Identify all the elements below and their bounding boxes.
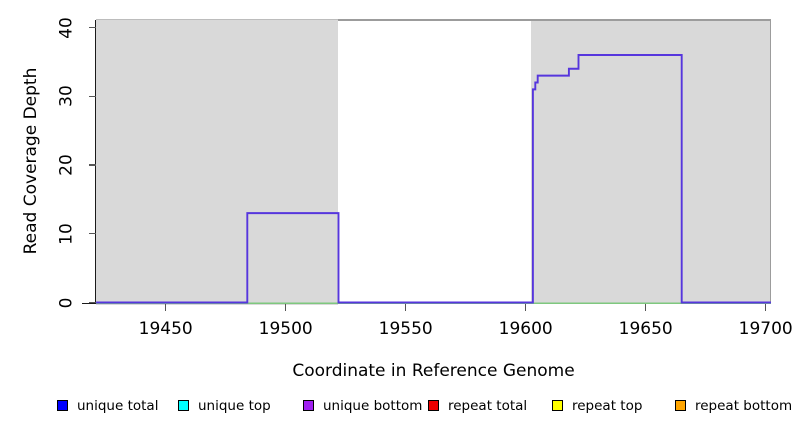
y-tick (88, 301, 96, 304)
legend-item-unique-total: unique total (57, 398, 158, 413)
y-axis-title: Read Coverage Depth (21, 67, 41, 255)
shaded-region (96, 19, 339, 305)
legend-item-unique-bottom: unique bottom (303, 398, 422, 413)
legend-swatch-unique-total (57, 400, 68, 411)
x-tick-label: 19650 (618, 319, 673, 339)
x-axis-title: Coordinate in Reference Genome (292, 361, 575, 381)
x-tick (165, 304, 167, 312)
legend-swatch-repeat-bottom (675, 400, 686, 411)
shaded-region (530, 19, 771, 304)
legend-label: repeat total (448, 397, 528, 414)
x-tick-label: 19450 (138, 319, 193, 339)
y-tick (88, 164, 96, 166)
x-axis-line (82, 303, 771, 305)
x-tick-label: 19600 (498, 319, 553, 339)
x-tick-label: 19550 (378, 319, 433, 339)
legend-label: repeat top (572, 397, 643, 414)
x-tick (645, 304, 647, 312)
panel-right-border (769, 19, 771, 304)
legend-label: unique bottom (323, 397, 423, 414)
legend-swatch-unique-bottom (303, 400, 314, 411)
y-tick-label: 0 (56, 297, 77, 308)
y-tick-label: 40 (56, 16, 77, 39)
x-tick (525, 304, 527, 312)
x-tick (765, 304, 767, 312)
y-tick (88, 233, 96, 235)
y-tick (88, 26, 96, 29)
legend-item-repeat-total: repeat total (428, 398, 527, 413)
legend-item-repeat-top: repeat top (552, 398, 642, 413)
y-tick-label: 10 (56, 222, 77, 245)
legend-swatch-repeat-top (552, 400, 563, 411)
legend-label: unique total (77, 397, 159, 414)
y-tick (88, 95, 96, 97)
legend-label: unique top (198, 397, 271, 414)
panel-top-border (96, 19, 771, 21)
x-tick (285, 304, 287, 312)
legend-swatch-repeat-total (428, 400, 439, 411)
x-tick (405, 304, 407, 312)
legend-label: repeat bottom (695, 397, 792, 414)
y-tick-label: 30 (56, 85, 77, 108)
x-tick-label: 19500 (258, 319, 313, 339)
legend-swatch-unique-top (178, 400, 189, 411)
legend-item-repeat-bottom: repeat bottom (675, 398, 792, 413)
legend: unique total unique top unique bottom re… (0, 398, 792, 416)
y-axis-line (94, 19, 96, 304)
legend-item-unique-top: unique top (178, 398, 271, 413)
y-tick-label: 20 (56, 154, 77, 176)
x-tick-label: 19700 (738, 319, 792, 339)
